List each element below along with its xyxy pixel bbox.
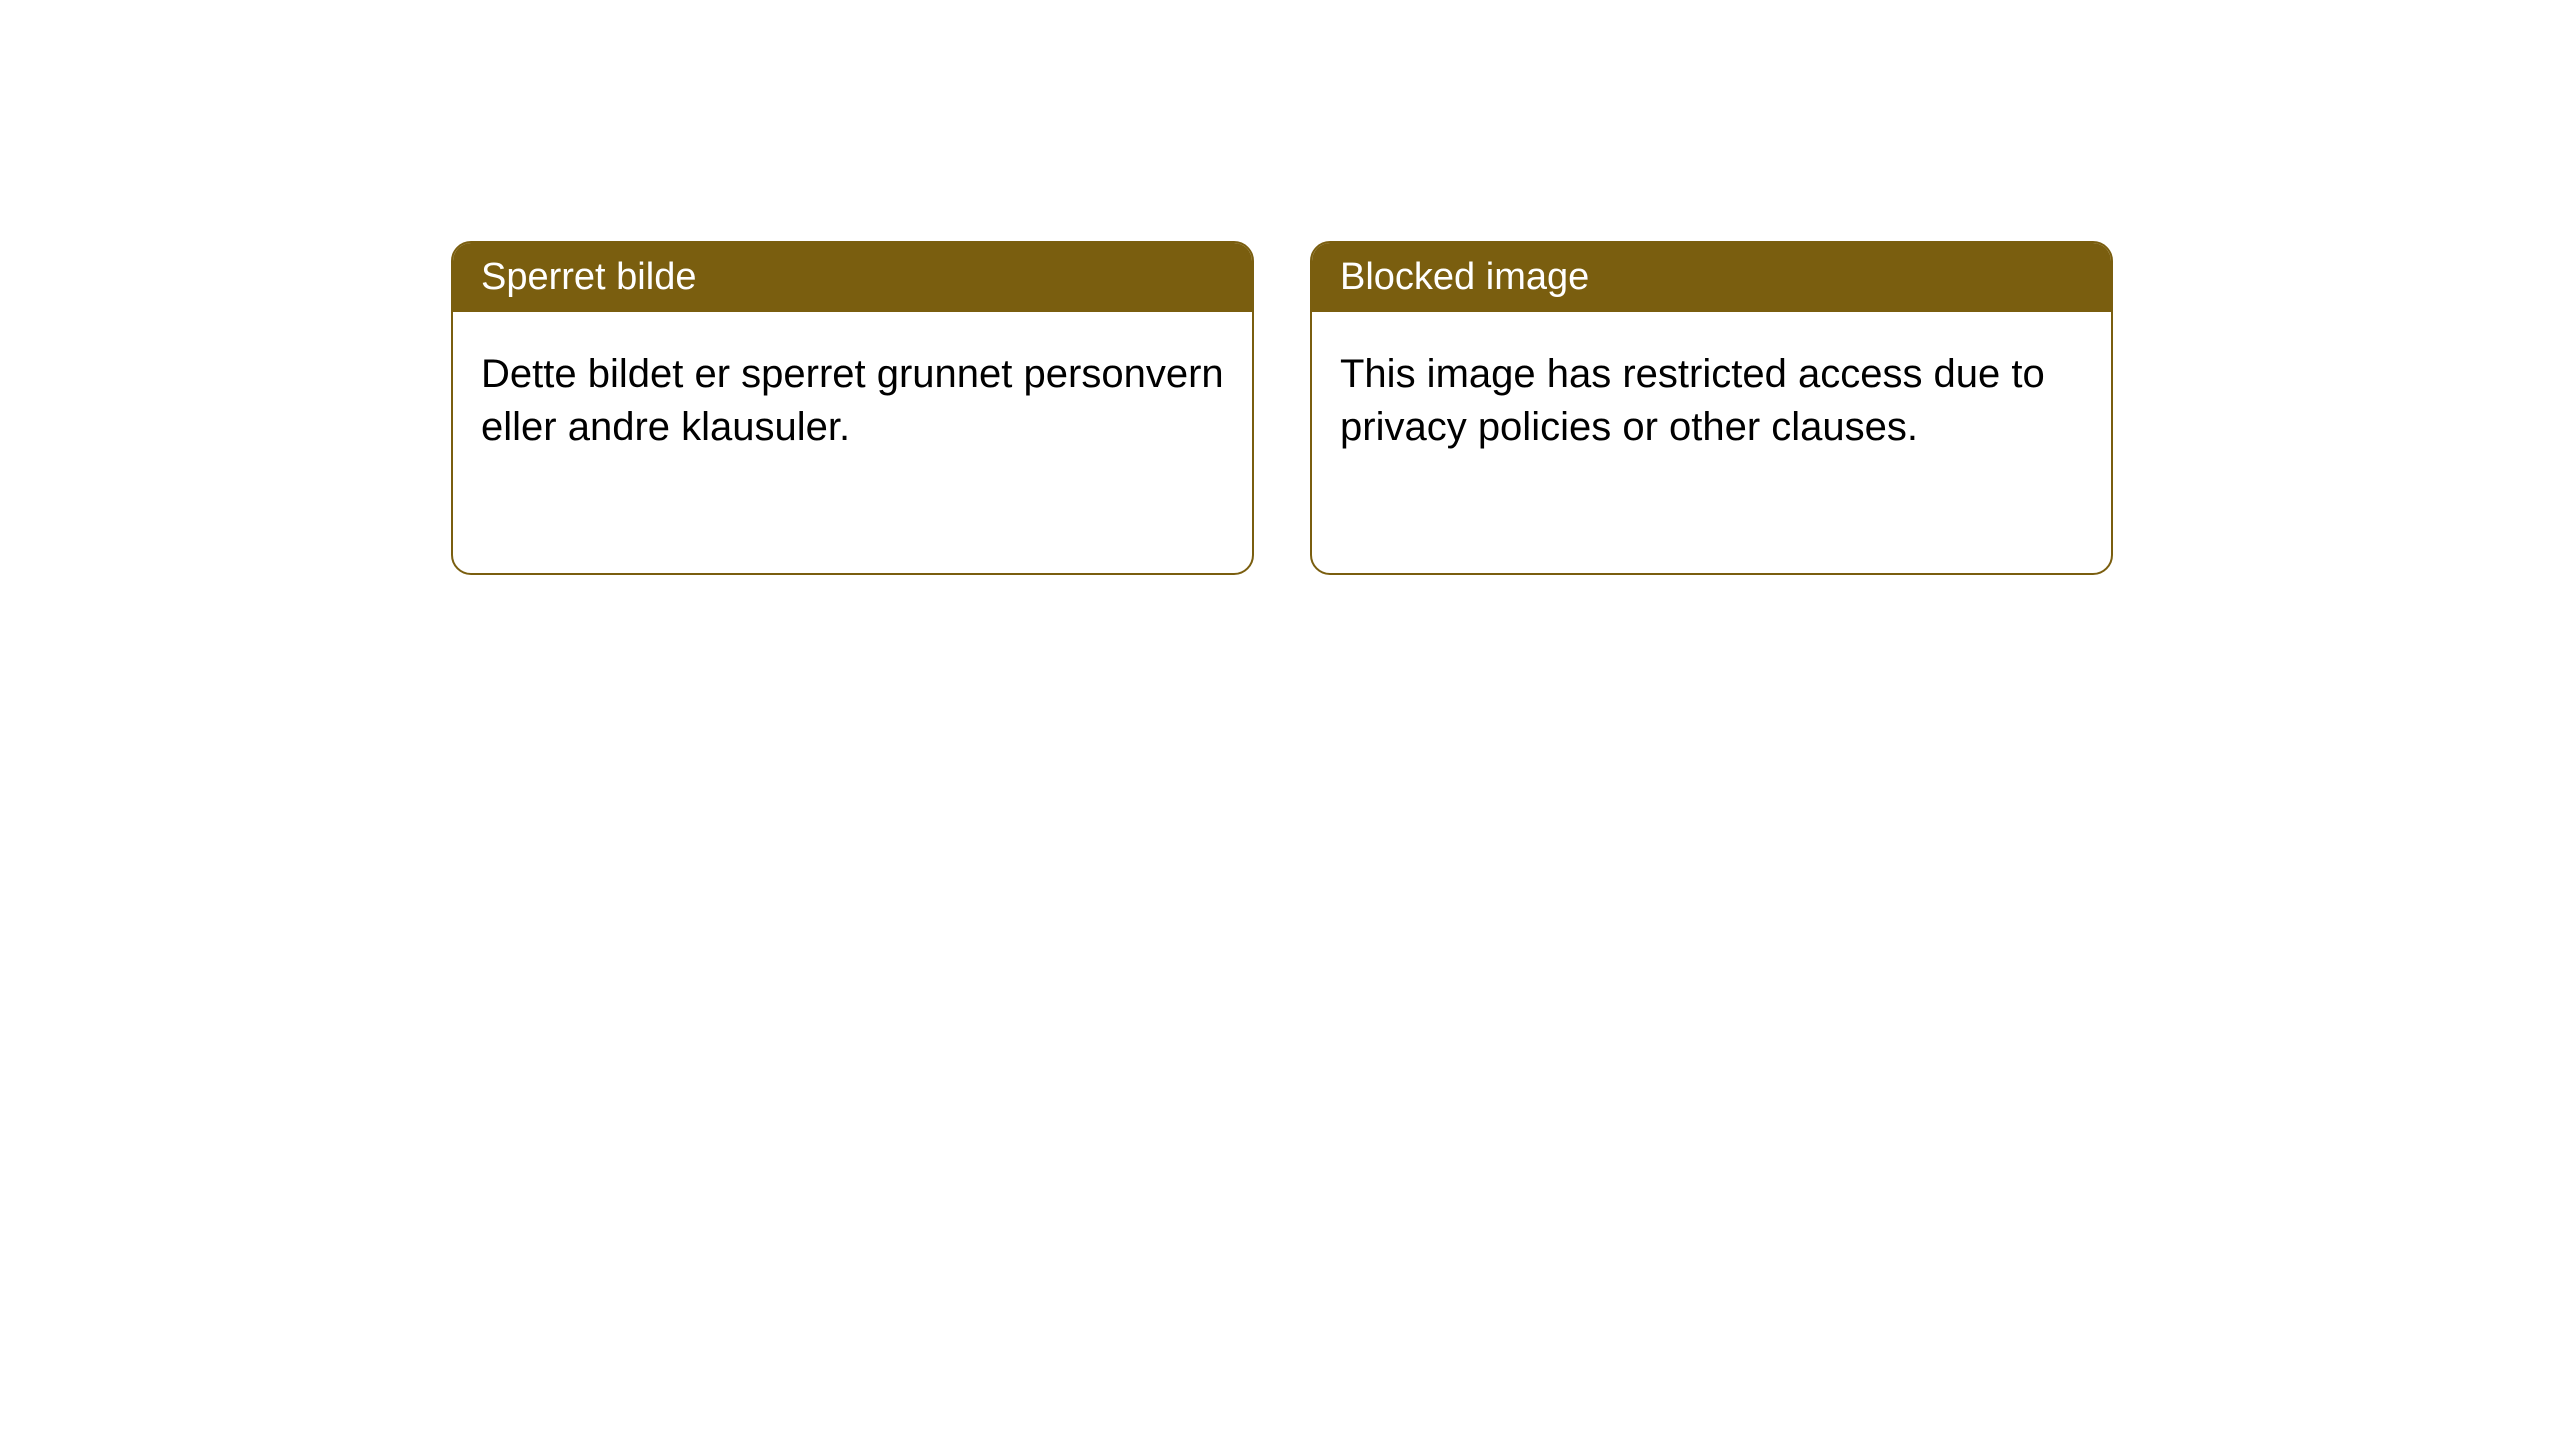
notice-header-english: Blocked image	[1312, 243, 2111, 312]
notice-box-english: Blocked image This image has restricted …	[1310, 241, 2113, 575]
notice-box-norwegian: Sperret bilde Dette bildet er sperret gr…	[451, 241, 1254, 575]
notice-container: Sperret bilde Dette bildet er sperret gr…	[0, 0, 2560, 575]
notice-body-norwegian: Dette bildet er sperret grunnet personve…	[453, 312, 1252, 490]
notice-header-norwegian: Sperret bilde	[453, 243, 1252, 312]
notice-body-english: This image has restricted access due to …	[1312, 312, 2111, 490]
